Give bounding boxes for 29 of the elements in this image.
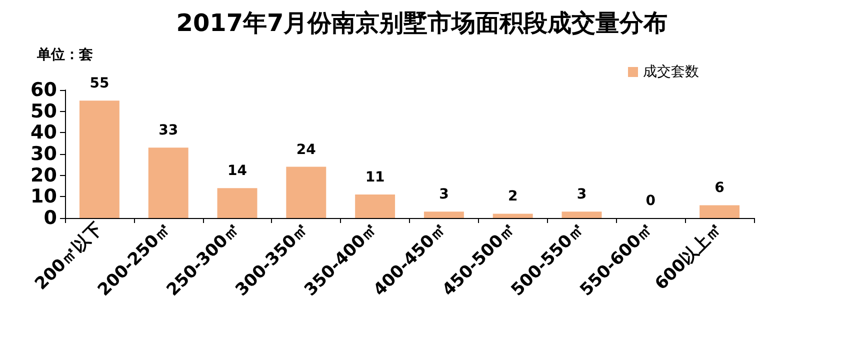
y-tick-label: 40: [30, 122, 57, 144]
y-tick-label: 50: [30, 100, 57, 122]
bar: [286, 166, 326, 218]
legend-label: 成交套数: [643, 64, 699, 80]
y-tick-label: 60: [30, 79, 57, 101]
y-tick-label: 0: [44, 207, 57, 229]
bar: [562, 212, 602, 218]
data-label: 11: [365, 170, 385, 186]
bar: [148, 148, 188, 218]
y-axis-title: 单位：套: [36, 47, 93, 63]
y-tick-label: 10: [30, 186, 57, 208]
bar: [217, 188, 258, 218]
bar: [79, 100, 120, 218]
data-label: 24: [296, 142, 316, 158]
data-label: 3: [439, 186, 449, 203]
data-label: 33: [158, 122, 178, 139]
y-tick-label: 30: [30, 143, 57, 165]
bar: [492, 214, 533, 218]
data-label: 6: [714, 180, 724, 196]
y-tick-label: 20: [30, 164, 57, 186]
data-label: 2: [508, 188, 518, 205]
bar: [355, 194, 396, 218]
data-label: 55: [90, 76, 110, 92]
data-label: 3: [576, 186, 587, 203]
data-label: 0: [646, 193, 656, 209]
bar: [424, 212, 464, 218]
data-label: 14: [228, 163, 248, 180]
bar: [700, 205, 740, 218]
chart-title: 2017年7月份南京别墅市场面积段成交量分布: [176, 9, 668, 37]
